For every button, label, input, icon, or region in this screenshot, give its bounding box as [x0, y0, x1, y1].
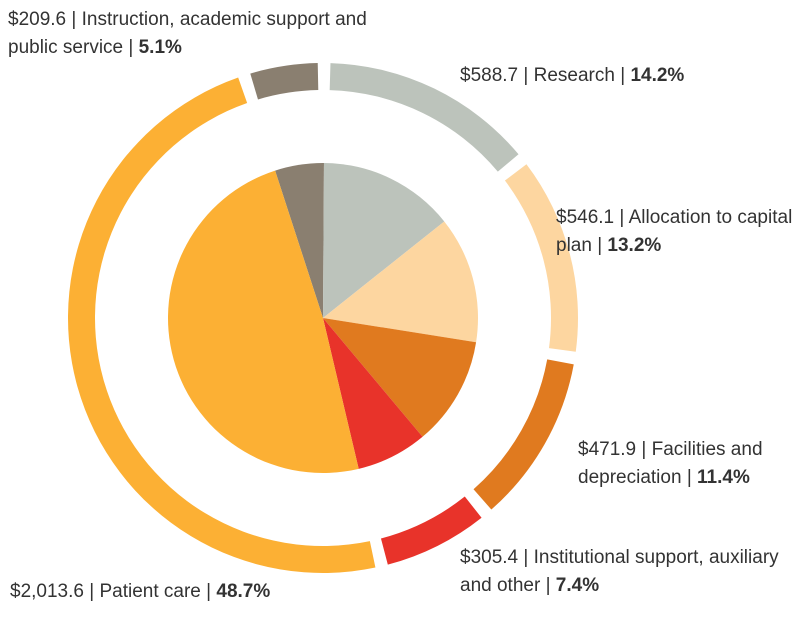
label-part: 5.1% — [138, 37, 182, 58]
slice-label: $305.4 | Institutional support, auxiliar… — [460, 544, 790, 600]
label-part: 7.4% — [555, 575, 600, 596]
pie-slice — [167, 170, 359, 473]
pie-slice — [275, 163, 324, 318]
pie-slice — [323, 318, 423, 469]
label-part: $471.9 — [578, 439, 637, 460]
slice-label: $209.6 | Instruction, academic support a… — [8, 6, 368, 62]
ring-segment — [473, 359, 574, 510]
slice-label: $471.9 | Facilities and depreciation | 1… — [578, 436, 800, 492]
label-part: | — [206, 581, 212, 602]
label-part: Allocation to capital plan — [556, 207, 793, 256]
label-part: | — [545, 575, 551, 596]
label-part: Instruction, academic support and public… — [8, 9, 367, 58]
ring-segment — [250, 63, 319, 100]
label-part: 11.4% — [697, 467, 750, 488]
label-part: $305.4 — [460, 547, 519, 568]
slice-label: $588.7 | Research | 14.2% — [460, 62, 790, 90]
label-part: | — [89, 581, 95, 602]
label-part: | — [523, 65, 529, 86]
label-part: | — [128, 37, 134, 58]
label-part: $546.1 — [556, 207, 615, 228]
ring-segment — [329, 63, 519, 172]
label-part: | — [641, 439, 647, 460]
pie-slice — [323, 318, 477, 437]
label-part: | — [619, 207, 625, 228]
label-part: Research — [533, 65, 615, 86]
label-part: Institutional support, auxiliary and oth… — [460, 547, 779, 596]
slice-label: $546.1 | Allocation to capital plan | 13… — [556, 204, 796, 260]
label-part: Patient care — [99, 581, 201, 602]
pie-slice — [323, 221, 479, 343]
label-part: 48.7% — [216, 581, 271, 602]
ring-segment — [380, 496, 482, 565]
label-part: | — [686, 467, 692, 488]
label-part: $588.7 — [460, 65, 519, 86]
pie-slice — [323, 163, 445, 318]
label-part: | — [71, 9, 77, 30]
label-part: 14.2% — [630, 65, 685, 86]
slice-label: $2,013.6 | Patient care | 48.7% — [10, 578, 390, 606]
label-part: $2,013.6 — [10, 581, 84, 602]
label-part: 13.2% — [607, 235, 662, 256]
ring-segment — [504, 164, 579, 352]
label-part: $209.6 — [8, 9, 67, 30]
label-part: | — [620, 65, 626, 86]
label-part: | — [597, 235, 603, 256]
label-part: | — [523, 547, 529, 568]
label-part: Facilities and depreciation — [578, 439, 763, 488]
